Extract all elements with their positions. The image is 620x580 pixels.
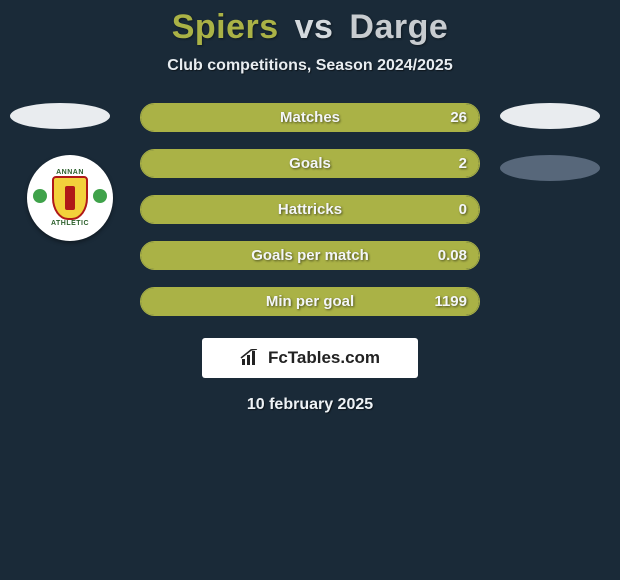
stat-label: Goals per match	[141, 242, 479, 269]
left-header-oval	[10, 103, 110, 129]
stat-row: Goals2	[140, 149, 480, 178]
brand-box[interactable]: FcTables.com	[202, 338, 418, 378]
stat-value-right: 1199	[434, 288, 467, 315]
stat-value-right: 26	[450, 104, 467, 131]
stat-row: Matches26	[140, 103, 480, 132]
stat-label: Matches	[141, 104, 479, 131]
right-header-oval-top	[500, 103, 600, 129]
stat-row: Goals per match0.08	[140, 241, 480, 270]
stat-label: Goals	[141, 150, 479, 177]
brand-text: FcTables.com	[268, 348, 380, 368]
stat-label: Min per goal	[141, 288, 479, 315]
stats-area: ANNAN ATHLETIC Matches26Goals2Hattricks0…	[0, 103, 620, 316]
crest-leaf-right	[93, 189, 107, 203]
stat-rows: Matches26 Goals2 Hattricks0 Goals per match…	[140, 103, 480, 316]
date-line: 10 february 2025	[247, 396, 373, 414]
stat-value-right: 0.08	[438, 242, 467, 269]
crest-text-bottom: ATHLETIC	[51, 220, 89, 227]
stat-label: Hattricks	[141, 196, 479, 223]
vs-label: vs	[295, 8, 334, 46]
title-row: Spiers vs Darge	[172, 8, 449, 47]
crest-shield	[52, 176, 88, 220]
right-header-oval-bot	[500, 155, 600, 181]
player1-name: Spiers	[172, 8, 279, 46]
infographic-root: Spiers vs Darge Club competitions, Seaso…	[0, 0, 620, 414]
player2-name: Darge	[349, 8, 448, 46]
stat-value-right: 2	[459, 150, 467, 177]
stat-value-right: 0	[459, 196, 467, 223]
crest-leaf-left	[33, 189, 47, 203]
subtitle: Club competitions, Season 2024/2025	[167, 57, 452, 75]
stat-row: Min per goal1199	[140, 287, 480, 316]
brand-chart-icon	[240, 349, 262, 367]
crest-text-top: ANNAN	[56, 169, 84, 176]
club-crest: ANNAN ATHLETIC	[27, 155, 113, 241]
stat-row: Hattricks0	[140, 195, 480, 224]
